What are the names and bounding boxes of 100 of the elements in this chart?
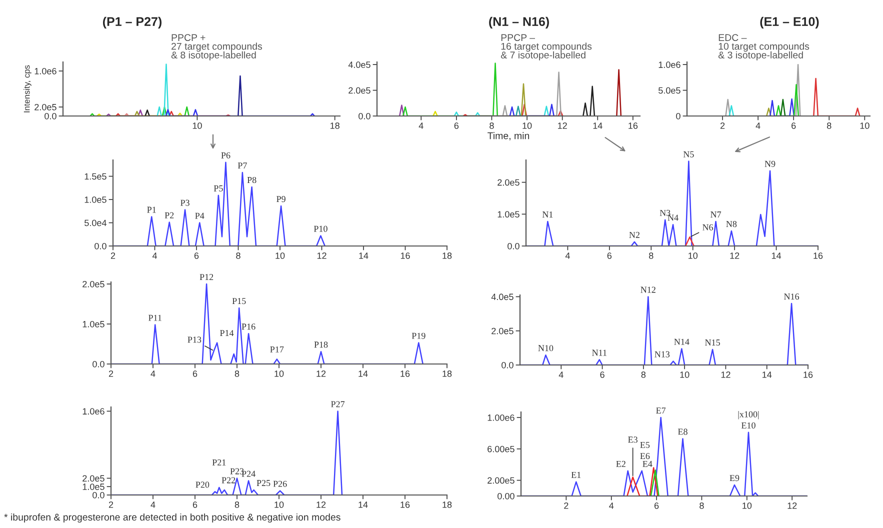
x-tick-label: 18 (442, 370, 452, 377)
y-tick-label: 1.0e5 (84, 196, 106, 203)
x-tick-label: 6 (192, 501, 198, 508)
annotation: N6 (702, 224, 714, 230)
x-tick-label: 14 (593, 122, 602, 129)
x-tick-label: 14 (772, 252, 782, 259)
y-tick-label: 5.0e4 (84, 220, 106, 226)
y-tick-label: 0.00 (498, 492, 514, 500)
annotation: P27 (331, 401, 345, 408)
annotation: P8 (247, 176, 256, 184)
annotation: P2 (164, 212, 174, 218)
x-tick-label: 16 (400, 501, 410, 508)
chart-title: (N1 – N16) (489, 16, 549, 28)
annotation: E6 (640, 453, 650, 460)
annotation: P1 (147, 206, 156, 213)
y-tick-label: 0.0 (358, 112, 370, 120)
x-axis-title: Time, min (488, 132, 530, 140)
x-tick-label: 10 (742, 502, 752, 509)
annotation: P22 (222, 477, 236, 484)
annotation: N13 (654, 351, 670, 358)
x-tick-label: 10 (276, 252, 285, 259)
y-tick-label: 1.00e6 (488, 414, 514, 421)
x-tick-label: 10 (274, 501, 284, 508)
annotation: N7 (710, 212, 722, 218)
annotation: P15 (232, 298, 246, 304)
x-tick-label: 10 (274, 370, 284, 377)
x-tick-label: 8 (827, 122, 832, 129)
y-tick-label: 6.00e5 (488, 446, 514, 452)
y-tick-label: 1.0e5 (82, 320, 104, 328)
annotation: P12 (200, 274, 214, 280)
x-tick-label: 12 (316, 501, 326, 508)
x-tick-label: 4 (150, 502, 156, 508)
annotation: N10 (538, 345, 554, 352)
y-tick-label: 2.00e5 (488, 477, 514, 484)
x-tick-label: 4 (152, 252, 157, 259)
x-tick-label: 16 (628, 122, 638, 129)
y-tick-label: 1.0e6 (82, 408, 104, 415)
annotation: P6 (221, 152, 230, 158)
x-tick-label: 4 (609, 502, 614, 509)
annotation: P14 (220, 330, 234, 336)
annotation: |x100| (738, 411, 759, 420)
annotation: P18 (314, 342, 328, 348)
annotation: P24 (242, 470, 256, 477)
annotation: P4 (195, 212, 204, 219)
annotation: P20 (196, 482, 210, 488)
y-tick-label: 2.0e5 (492, 328, 514, 334)
chart-title: (P1 – P27) (103, 16, 162, 28)
annotation: N16 (784, 294, 800, 300)
y-tick-label: 1.0e6 (658, 62, 680, 68)
y-tick-label: 4.0e5 (348, 62, 370, 68)
x-tick-label: 12 (558, 122, 567, 129)
x-tick-label: 4 (756, 122, 760, 129)
annotation: E3 (628, 436, 638, 443)
x-tick-label: 10 (860, 122, 870, 129)
chart-title: (E1 – E10) (760, 16, 819, 28)
x-tick-label: 12 (316, 370, 326, 377)
x-tick-label: 12 (730, 252, 740, 259)
x-tick-label: 10 (192, 122, 202, 129)
annotation: P13 (188, 336, 202, 343)
x-tick-label: 8 (234, 501, 240, 508)
x-tick-label: 14 (358, 370, 368, 377)
y-tick-label: 0.0 (502, 362, 514, 368)
x-tick-label: 18 (442, 252, 452, 259)
x-tick-label: 6 (454, 122, 459, 129)
annotation: N1 (542, 212, 553, 218)
x-tick-label: 14 (358, 502, 368, 508)
x-tick-label: 16 (400, 370, 410, 377)
annotation: N9 (764, 160, 776, 167)
x-tick-label: 12 (788, 502, 797, 509)
annotation: P25 (256, 480, 270, 486)
x-tick-label: 16 (804, 371, 813, 378)
annotation: N2 (629, 232, 640, 238)
annotation: E10 (741, 422, 756, 428)
x-tick-label: 8 (649, 252, 654, 259)
annotation: E7 (656, 408, 666, 414)
x-tick-label: 4 (418, 122, 424, 129)
x-tick-label: 10 (680, 371, 690, 378)
y-tick-label: 2.0e5 (348, 87, 370, 94)
annotation: N12 (640, 286, 656, 293)
x-tick-label: 6 (607, 252, 612, 259)
y-tick-label: 5.0e5 (658, 87, 680, 94)
x-tick-label: 18 (442, 501, 452, 508)
annotation: P21 (212, 459, 226, 466)
y-tick-label: 1.0e6 (34, 68, 56, 74)
x-tick-label: 4 (565, 252, 570, 259)
annotation: P3 (180, 200, 190, 206)
y-tick-label: 0.0 (508, 242, 520, 250)
annotation: N11 (592, 350, 606, 356)
chart-subtitle: PPCP + 27 target compounds & 8 isotope-labelled (171, 34, 262, 60)
x-tick-label: 14 (359, 252, 368, 259)
x-tick-label: 10 (522, 122, 532, 129)
annotation: N5 (683, 151, 694, 158)
annotation: E8 (678, 428, 688, 435)
annotation: E5 (640, 442, 650, 448)
x-tick-label: 12 (721, 371, 730, 378)
x-tick-label: 8 (234, 370, 240, 377)
x-tick-label: 6 (192, 370, 198, 377)
annotation: P11 (148, 314, 162, 321)
annotation: N8 (726, 221, 737, 228)
annotation: E9 (730, 475, 740, 482)
